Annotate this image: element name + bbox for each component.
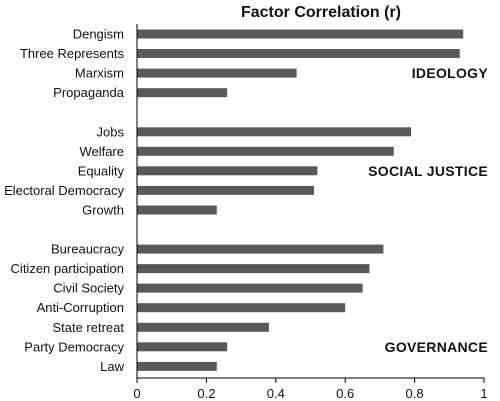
category-label: Growth xyxy=(82,203,124,218)
bar-propaganda xyxy=(137,88,228,98)
bar-civil-society xyxy=(137,283,363,293)
bar-anti-corruption xyxy=(137,303,346,313)
bar-welfare xyxy=(137,146,394,156)
x-tick-label: 0.4 xyxy=(267,386,285,401)
x-tick-label: 1 xyxy=(480,386,487,401)
category-label: Party Democracy xyxy=(24,339,124,354)
category-label: Anti-Corruption xyxy=(37,300,124,315)
category-label: Marxism xyxy=(75,66,124,81)
x-tick-label: 0 xyxy=(133,386,140,401)
group-label-social-justice: SOCIAL JUSTICE xyxy=(368,163,488,179)
x-tick-label: 0.2 xyxy=(197,386,215,401)
bar-dengism xyxy=(137,29,464,39)
category-label: Dengism xyxy=(73,27,124,42)
bar-citizen-participation xyxy=(137,264,370,274)
category-label: Propaganda xyxy=(53,85,125,100)
category-label: Jobs xyxy=(97,124,125,139)
category-label: Civil Society xyxy=(53,281,124,296)
bar-jobs xyxy=(137,127,412,137)
bar-marxism xyxy=(137,68,297,78)
group-label-governance: GOVERNANCE xyxy=(385,339,488,355)
bar-bureaucracy xyxy=(137,244,384,254)
category-label: Equality xyxy=(78,163,125,178)
bars-layer xyxy=(137,29,464,371)
category-label: Law xyxy=(100,359,124,374)
bar-equality xyxy=(137,166,318,176)
category-label: Welfare xyxy=(79,144,124,159)
bar-three-represents xyxy=(137,49,460,58)
group-labels: IDEOLOGY SOCIAL JUSTICE GOVERNANCE xyxy=(368,65,488,355)
bar-growth xyxy=(137,205,217,215)
bar-party-democracy xyxy=(137,342,228,352)
x-tick-label: 0.6 xyxy=(336,386,354,401)
category-labels: Dengism Three Represents Marxism Propaganda… xyxy=(4,27,125,374)
x-axis-ticks: 0 0.2 0.4 0.6 0.8 1 xyxy=(133,378,488,401)
group-label-ideology: IDEOLOGY xyxy=(412,65,489,81)
category-label: Bureaucracy xyxy=(51,242,124,257)
category-label: Three Represents xyxy=(20,46,125,61)
category-label: Electoral Democracy xyxy=(4,183,124,198)
x-tick-label: 0.8 xyxy=(406,386,424,401)
bar-state-retreat xyxy=(137,322,269,332)
chart-title: Factor Correlation (r) xyxy=(241,4,401,21)
category-label: Citizen participation xyxy=(11,261,124,276)
bar-law xyxy=(137,361,217,371)
category-label: State retreat xyxy=(52,320,124,335)
bar-electoral-democracy xyxy=(137,185,314,195)
